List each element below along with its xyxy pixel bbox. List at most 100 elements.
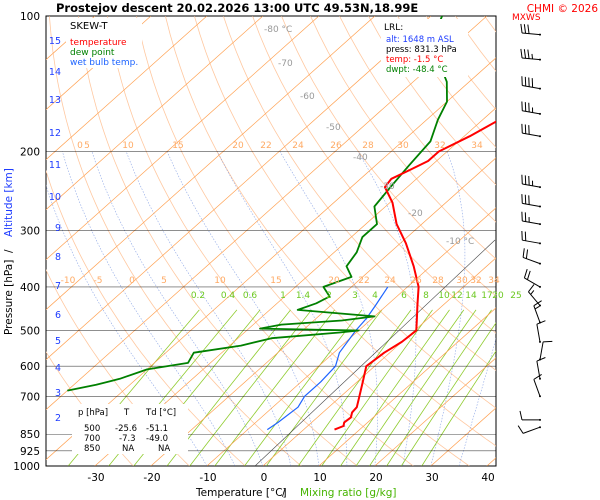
isotherm	[46, 57, 496, 461]
x-tick-label: 10	[313, 472, 326, 484]
altitude-tick-label: 3	[55, 388, 61, 399]
pressure-tick-label: 200	[20, 146, 40, 158]
altitude-tick-label: 7	[55, 281, 61, 292]
wind-barb	[522, 248, 541, 265]
wind-barb	[533, 300, 542, 324]
wind-barb-staff	[533, 379, 541, 397]
wind-barb-dot	[539, 418, 541, 421]
chart-title: SKEW-T	[70, 21, 108, 32]
adiabat-label-lower: -5	[94, 276, 103, 286]
lrl-temperature: temp: -1.5 °C	[386, 55, 443, 65]
adiabat-label-lower: 28	[432, 276, 444, 286]
wind-barb	[521, 123, 541, 138]
wind-barb-dot	[539, 205, 541, 208]
wind-barb-feather	[528, 284, 535, 293]
dry-adiabat	[223, 16, 496, 371]
wind-barb-dot	[539, 340, 541, 343]
adiabat-label-lower: 22	[358, 276, 369, 286]
isotherm	[374, 357, 496, 466]
isotherm	[486, 457, 496, 466]
mixing-ratio-label: 6	[401, 291, 407, 301]
table-header-t: T	[123, 408, 130, 418]
wind-barb-dot	[539, 262, 541, 265]
wind-barb-feather	[517, 425, 524, 434]
mixing-ratio-label: 14	[465, 291, 477, 301]
adiabat-label-lower: 32	[470, 276, 481, 286]
lrl-title: LRL:	[384, 23, 403, 33]
wind-barb-staff	[539, 341, 544, 360]
pressure-tick-label: 300	[20, 226, 40, 238]
wet-bulb-line	[266, 286, 389, 431]
pressure-tick-label: 925	[20, 446, 40, 458]
dew-point-line	[67, 16, 448, 392]
table-cell: -51.1	[146, 424, 168, 434]
altitude-tick-label: 12	[49, 128, 61, 139]
isotherm-label: -70	[278, 59, 293, 69]
altitude-tick-label: 10	[49, 192, 61, 203]
x-axis-label-separator: /	[282, 487, 286, 499]
axes: -80 °C-70-60-50-40-30-20-10 °C0 5 10 15 20 22…	[13, 11, 521, 484]
isotherm	[206, 207, 496, 466]
adiabat-label-upper: 20	[232, 141, 244, 151]
altitude-tick-label: 13	[49, 95, 61, 106]
lrl-altitude: alt: 1648 m ASL	[386, 35, 454, 45]
wind-barb	[521, 174, 541, 189]
wind-barb	[523, 268, 541, 288]
legend-box	[66, 18, 142, 68]
wind-barb-half-feather	[534, 305, 540, 310]
mxws-label: MXWS	[512, 13, 541, 23]
mixing-ratio-label: 2	[326, 291, 332, 301]
copyright-label: CHMI © 2026	[527, 3, 599, 15]
mixing-ratio-label: 4	[372, 291, 378, 301]
adiabat-label-lower: 26	[410, 276, 422, 286]
wind-barb-staff	[522, 183, 541, 188]
table-cell: NA	[158, 444, 170, 454]
adiabat-label-upper: 26	[330, 141, 342, 151]
isotherm-label: -30	[380, 182, 395, 192]
wind-barb-staff	[536, 324, 541, 343]
mixing-ratio-label: 1	[280, 291, 286, 301]
adiabat-label-upper: 0	[77, 141, 83, 151]
pressure-tick-label: 500	[20, 326, 40, 338]
isotherm-label: -40	[353, 153, 368, 163]
altitude-tick-label: 5	[55, 336, 61, 347]
table-cell: -49.0	[146, 434, 168, 444]
lrl-box	[381, 19, 468, 77]
adiabat-label-lower: 30	[456, 276, 468, 286]
chart-header-title: Prostejov descent 20.02.2026 13:00 UTC 4…	[56, 1, 418, 15]
table-cell: 500	[84, 424, 100, 434]
adiabat-label-upper: 30	[397, 141, 409, 151]
temperature-line	[334, 120, 496, 431]
wind-barb-staff	[528, 291, 541, 306]
dry-adiabat	[281, 16, 496, 297]
isotherm	[46, 16, 488, 411]
wind-barb	[521, 211, 541, 226]
wind-barb-staff	[522, 256, 541, 265]
wind-barbs	[517, 23, 553, 434]
wind-barb-staff	[522, 220, 541, 225]
altitude-tick-label: 11	[49, 160, 61, 171]
isotherm	[46, 16, 320, 261]
adiabat-label-upper: 34	[471, 141, 483, 151]
wind-barb-dot	[539, 395, 541, 398]
diagram-grid	[46, 16, 496, 466]
altitude-tick-label: 2	[55, 413, 61, 424]
dry-adiabat	[339, 16, 496, 223]
wind-barb-feather	[526, 270, 531, 280]
altitude-tick-label: 4	[55, 363, 61, 374]
table-cell: -7.3	[119, 434, 136, 444]
mixing-ratio-label: 12	[451, 291, 462, 301]
isotherm-label: -10 °C	[446, 237, 474, 247]
wind-barb	[521, 194, 541, 208]
plot-area	[45, 15, 497, 467]
x-tick-label: -30	[87, 472, 104, 484]
wind-barb-dot	[539, 242, 541, 245]
wind-barb-feather	[525, 249, 529, 259]
wind-barb	[521, 230, 541, 245]
wind-barb-dot	[539, 33, 541, 36]
wind-barb	[533, 374, 542, 398]
wind-barb-dot	[539, 377, 541, 380]
pressure-tick-label: 400	[20, 282, 40, 294]
guide-line	[254, 239, 496, 466]
